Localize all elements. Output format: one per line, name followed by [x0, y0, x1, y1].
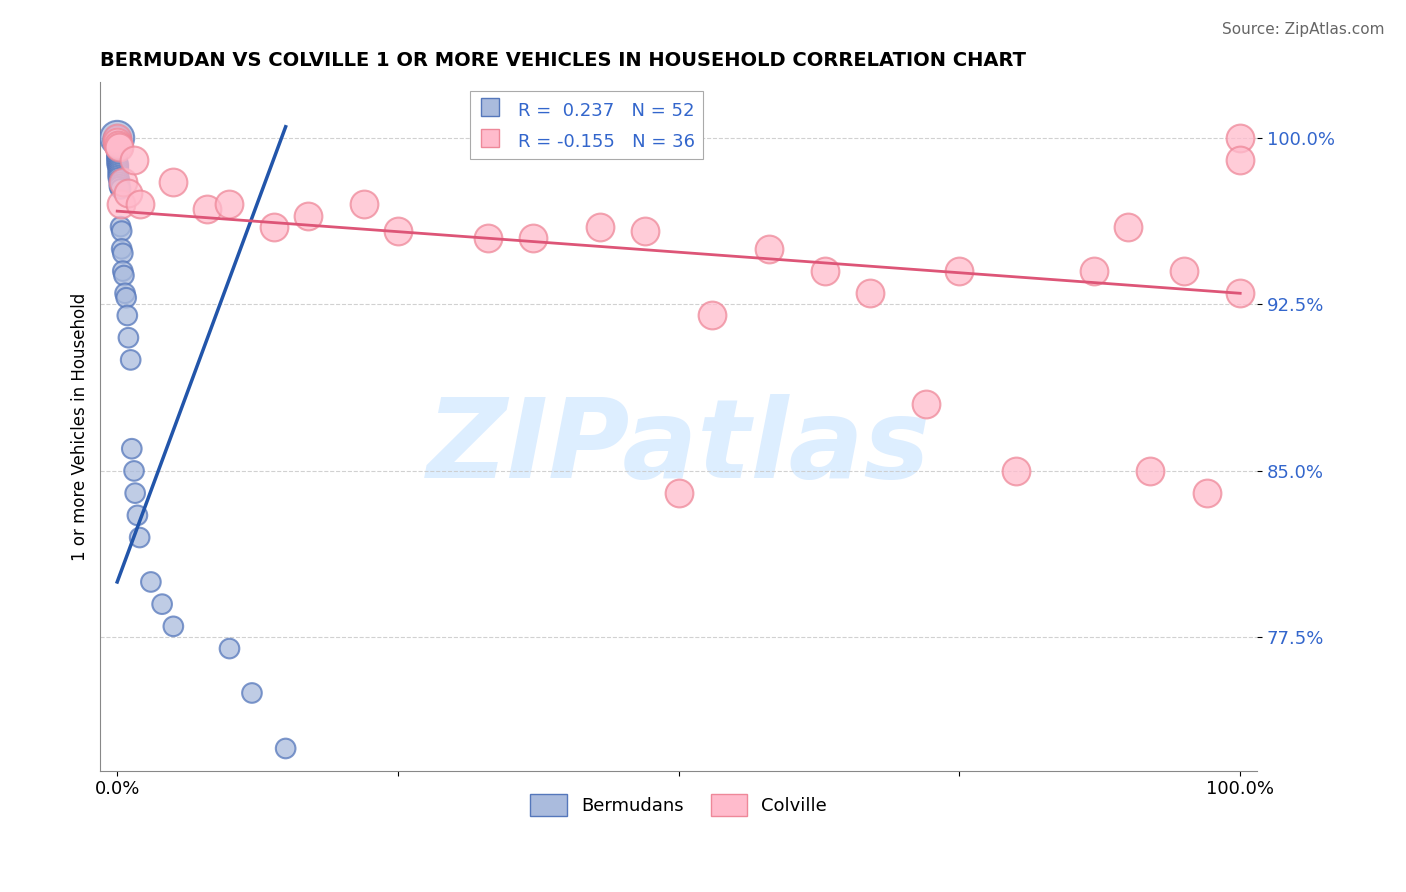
Point [111, 175, 134, 189]
Point [702, 309, 724, 323]
Point [162, 619, 184, 633]
Point [218, 197, 240, 211]
Point [108, 175, 131, 189]
Point [387, 224, 409, 238]
Point [1229, 286, 1251, 301]
Point [127, 508, 149, 523]
Point [112, 268, 135, 283]
Point [162, 175, 184, 189]
Point [297, 209, 319, 223]
Point [110, 219, 132, 234]
Point [128, 197, 150, 211]
Point [122, 153, 145, 167]
Point [105, 144, 128, 158]
Point [814, 264, 837, 278]
Point [105, 131, 128, 145]
Point [111, 224, 134, 238]
Point [1229, 153, 1251, 167]
Point [195, 202, 218, 216]
Point [110, 182, 132, 196]
Point [858, 286, 880, 301]
Point [105, 142, 128, 156]
Point [914, 397, 936, 411]
Point [1195, 486, 1218, 500]
Point [121, 442, 143, 456]
Point [108, 173, 131, 187]
Point [128, 531, 150, 545]
Point [105, 151, 128, 165]
Point [274, 741, 297, 756]
Point [1116, 219, 1139, 234]
Point [107, 161, 129, 176]
Point [353, 197, 375, 211]
Point [1139, 464, 1161, 478]
Text: Source: ZipAtlas.com: Source: ZipAtlas.com [1222, 22, 1385, 37]
Point [107, 164, 129, 178]
Point [105, 137, 128, 152]
Legend: Bermudans, Colville: Bermudans, Colville [523, 787, 834, 823]
Point [105, 137, 128, 152]
Point [117, 309, 139, 323]
Text: ZIPatlas: ZIPatlas [427, 393, 931, 500]
Point [139, 574, 162, 589]
Point [117, 186, 139, 201]
Point [1004, 464, 1026, 478]
Point [240, 686, 263, 700]
Point [107, 160, 129, 174]
Point [114, 286, 136, 301]
Point [105, 155, 128, 169]
Point [108, 178, 131, 192]
Point [105, 131, 128, 145]
Point [105, 140, 128, 154]
Point [122, 464, 145, 478]
Point [105, 151, 128, 165]
Point [107, 166, 129, 180]
Point [105, 136, 128, 150]
Point [1229, 131, 1251, 145]
Point [111, 246, 134, 260]
Point [1173, 264, 1195, 278]
Point [105, 153, 128, 167]
Point [107, 137, 129, 152]
Y-axis label: 1 or more Vehicles in Household: 1 or more Vehicles in Household [72, 293, 89, 561]
Text: BERMUDAN VS COLVILLE 1 OR MORE VEHICLES IN HOUSEHOLD CORRELATION CHART: BERMUDAN VS COLVILLE 1 OR MORE VEHICLES … [100, 51, 1026, 70]
Point [108, 179, 131, 194]
Point [108, 140, 131, 154]
Point [105, 142, 128, 156]
Point [105, 136, 128, 150]
Point [115, 291, 138, 305]
Point [120, 352, 142, 367]
Point [589, 219, 612, 234]
Point [263, 219, 285, 234]
Point [110, 197, 132, 211]
Point [105, 146, 128, 161]
Point [477, 231, 499, 245]
Point [111, 264, 134, 278]
Point [117, 331, 139, 345]
Point [105, 148, 128, 162]
Point [105, 157, 128, 171]
Point [107, 157, 129, 171]
Point [124, 486, 146, 500]
Point [111, 242, 134, 256]
Point [107, 169, 129, 183]
Point [105, 146, 128, 161]
Point [668, 486, 690, 500]
Point [105, 133, 128, 147]
Point [107, 170, 129, 185]
Point [634, 224, 657, 238]
Point [218, 641, 240, 656]
Point [105, 136, 128, 150]
Point [758, 242, 780, 256]
Point [948, 264, 970, 278]
Point [522, 231, 544, 245]
Point [1083, 264, 1105, 278]
Point [150, 597, 173, 611]
